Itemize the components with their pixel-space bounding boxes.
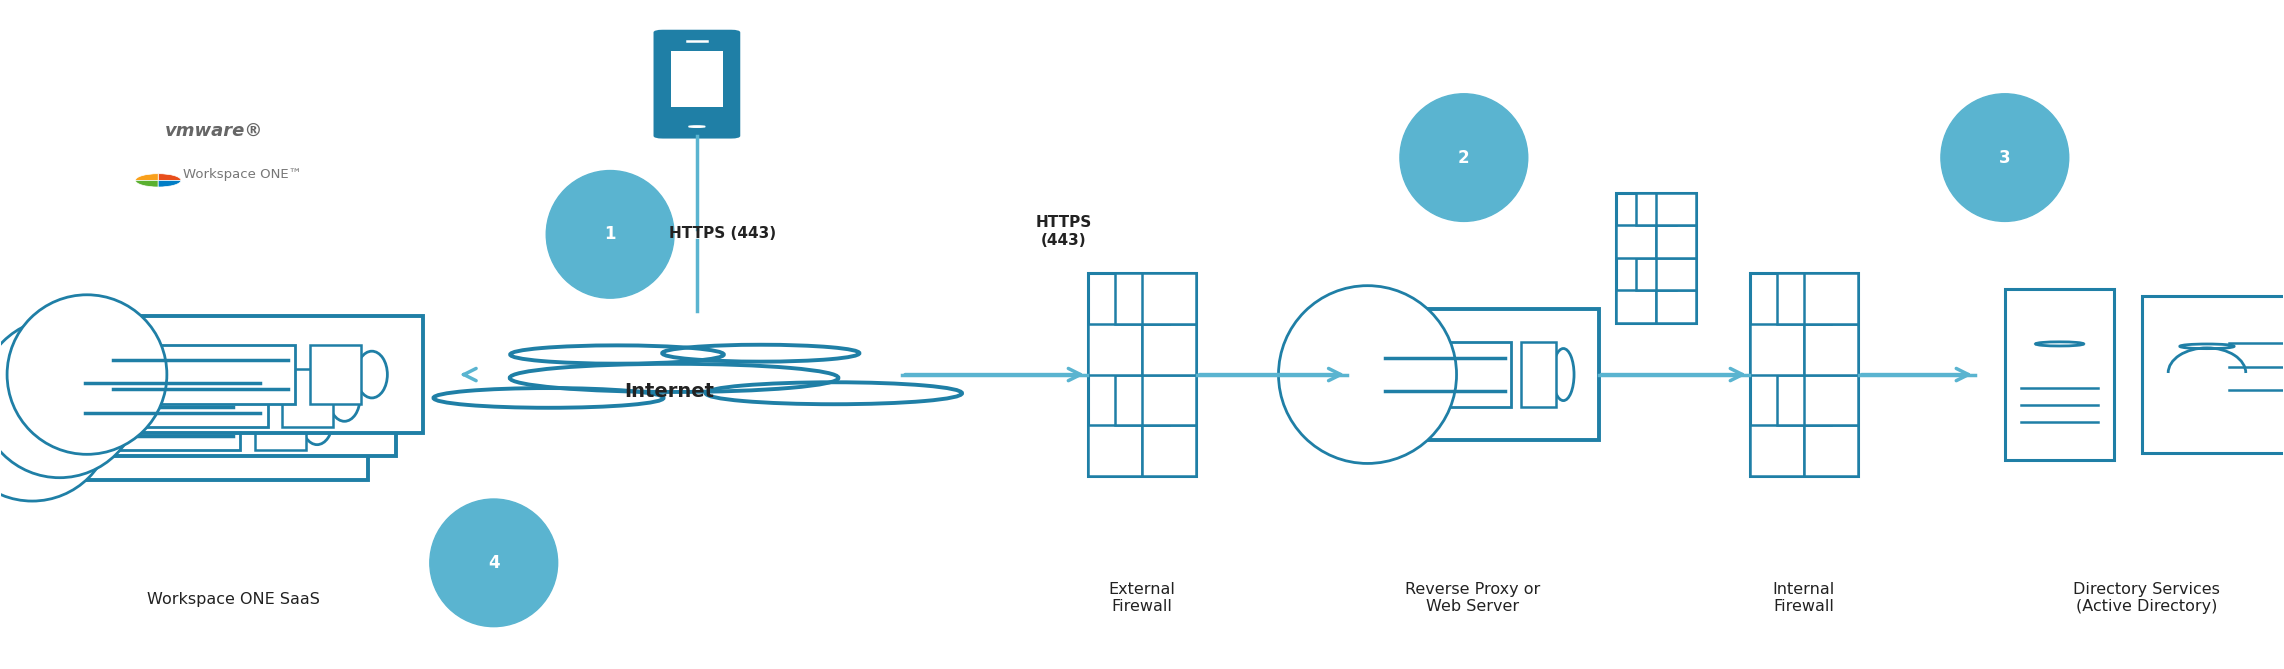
Bar [1142, 375, 1195, 425]
Ellipse shape [1279, 286, 1457, 464]
Ellipse shape [1553, 349, 1574, 401]
Text: 2: 2 [1457, 149, 1469, 167]
Bar [57, 316, 423, 433]
Bar [1115, 273, 1169, 324]
Bar [1656, 225, 1695, 258]
Bar [1089, 324, 1142, 375]
Text: Reverse Proxy or
Web Server: Reverse Proxy or Web Server [1405, 581, 1542, 614]
Ellipse shape [0, 318, 139, 478]
Bar [1804, 425, 1857, 476]
Bar [1804, 273, 1857, 324]
Bar [1615, 193, 1695, 323]
Bar [1656, 193, 1695, 225]
Text: External
Firewall: External Firewall [1108, 581, 1176, 614]
Text: 4: 4 [489, 554, 500, 572]
Ellipse shape [329, 375, 361, 421]
Ellipse shape [690, 126, 706, 127]
Ellipse shape [2035, 342, 2083, 346]
Bar [671, 51, 722, 108]
Ellipse shape [0, 341, 112, 501]
Text: 1: 1 [605, 225, 617, 244]
Text: Workspace ONE™: Workspace ONE™ [183, 168, 301, 181]
Ellipse shape [1400, 94, 1528, 221]
Ellipse shape [7, 295, 167, 454]
Ellipse shape [706, 382, 962, 404]
Bar [1348, 310, 1599, 440]
Bar [1656, 290, 1695, 323]
Bar [1089, 425, 1142, 476]
Ellipse shape [662, 345, 859, 362]
Bar [1750, 425, 1804, 476]
Ellipse shape [509, 364, 838, 392]
Text: Internet: Internet [624, 382, 715, 401]
Text: HTTPS
(443): HTTPS (443) [1035, 215, 1092, 248]
Ellipse shape [356, 351, 388, 398]
Bar [311, 345, 361, 404]
Bar [1521, 342, 1555, 407]
Text: vmware®: vmware® [164, 123, 263, 141]
Bar [1142, 273, 1195, 324]
Wedge shape [158, 181, 180, 187]
Ellipse shape [429, 499, 557, 627]
Wedge shape [158, 174, 180, 181]
Bar [1777, 273, 1832, 324]
Text: HTTPS (443): HTTPS (443) [669, 225, 777, 241]
Bar [1615, 290, 1656, 323]
Ellipse shape [2179, 344, 2234, 349]
Bar [30, 339, 395, 456]
Bar [1804, 324, 1857, 375]
Text: 3: 3 [1998, 149, 2010, 167]
Bar [2142, 296, 2284, 453]
Bar [256, 392, 306, 450]
Bar [1750, 273, 1857, 476]
Bar [1804, 375, 1857, 425]
Bar [468, 395, 925, 429]
Bar [105, 345, 295, 404]
Wedge shape [135, 181, 158, 187]
Text: Directory Services
(Active Directory): Directory Services (Active Directory) [2074, 581, 2220, 614]
Text: Internal
Firewall: Internal Firewall [1772, 581, 1834, 614]
Bar [1142, 324, 1195, 375]
Bar [1615, 225, 1656, 258]
FancyBboxPatch shape [653, 29, 740, 138]
Bar [1142, 425, 1195, 476]
Bar [1750, 324, 1804, 375]
Bar [50, 392, 240, 450]
Ellipse shape [434, 388, 665, 408]
Text: Workspace ONE SaaS: Workspace ONE SaaS [146, 591, 320, 607]
Bar [464, 419, 930, 442]
Ellipse shape [509, 345, 724, 364]
Bar [1115, 375, 1169, 425]
Ellipse shape [1941, 94, 2069, 221]
Bar [78, 369, 267, 427]
Bar [283, 369, 333, 427]
Ellipse shape [546, 171, 674, 298]
Bar [2, 363, 368, 480]
Wedge shape [135, 174, 158, 181]
Bar [1656, 258, 1695, 290]
Bar [1089, 273, 1195, 476]
Ellipse shape [301, 398, 333, 445]
Bar [1380, 342, 1510, 407]
Bar [1777, 375, 1832, 425]
Bar [1635, 258, 1676, 290]
Bar [2005, 290, 2115, 460]
Bar [1635, 193, 1676, 225]
